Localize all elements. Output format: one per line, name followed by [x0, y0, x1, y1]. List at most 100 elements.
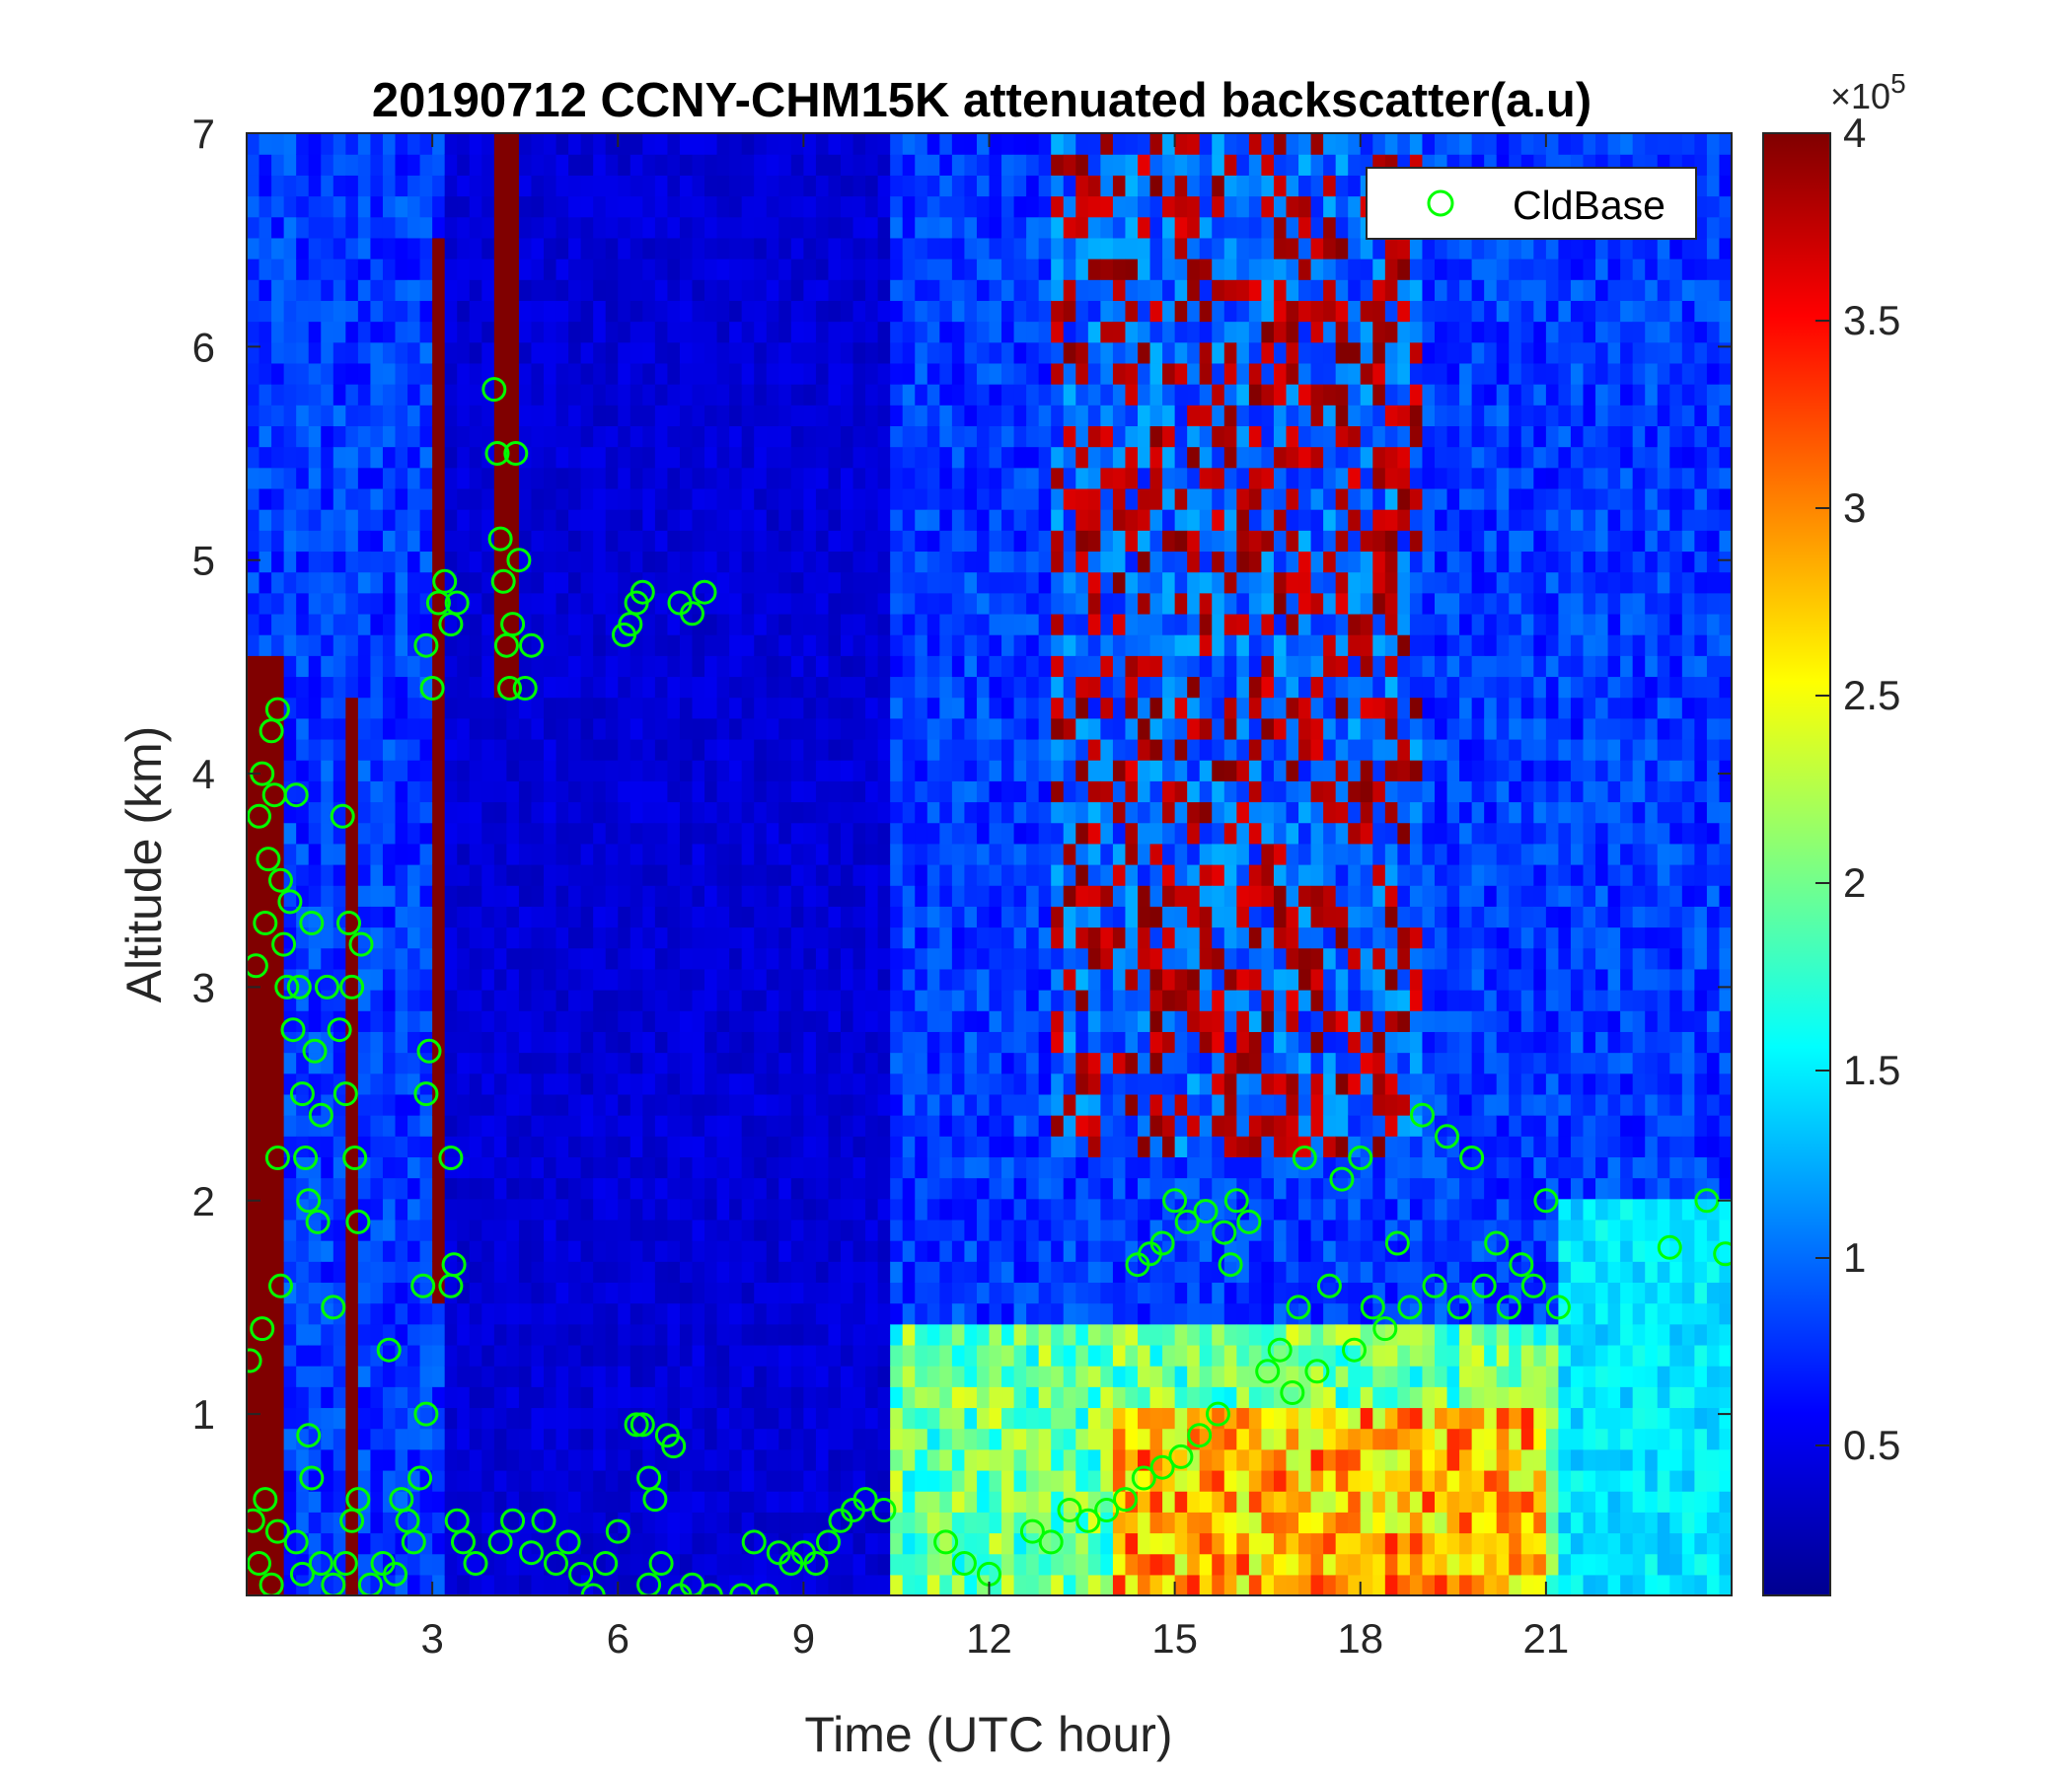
heatmap-cell [803, 1282, 817, 1304]
heatmap-cell [1063, 655, 1076, 678]
heatmap-cell [1087, 487, 1101, 510]
heatmap-cell [395, 1073, 408, 1095]
heatmap-cell [939, 1469, 953, 1492]
heatmap-cell [766, 133, 779, 155]
heatmap-cell [481, 1302, 495, 1325]
heatmap-cell [321, 906, 334, 928]
heatmap-cell [1051, 676, 1065, 699]
heatmap-cell [593, 1366, 607, 1387]
heatmap-cell [828, 634, 842, 656]
heatmap-cell [828, 1282, 842, 1304]
heatmap-cell [989, 195, 1002, 218]
heatmap-cell [778, 990, 792, 1011]
heatmap-cell [296, 1366, 310, 1387]
heatmap-cell [370, 1031, 384, 1054]
heatmap-cell [841, 1407, 854, 1430]
heatmap-cell [815, 1407, 830, 1430]
heatmap-cell [778, 1156, 792, 1179]
heatmap-cell [815, 634, 830, 656]
heatmap-cell [1087, 655, 1101, 678]
heatmap-cell [667, 1323, 681, 1346]
heatmap-cell [629, 738, 643, 761]
heatmap-cell [890, 1136, 904, 1157]
heatmap-cell [828, 1491, 842, 1513]
heatmap-cell [852, 175, 866, 197]
heatmap-cell [642, 1366, 656, 1387]
heatmap-cell [395, 1469, 408, 1492]
heatmap-cell [370, 926, 384, 949]
heatmap-cell [852, 1574, 866, 1595]
heatmap-cell [642, 384, 656, 406]
heatmap-cell [704, 906, 718, 928]
heatmap-cell [469, 1428, 482, 1450]
heatmap-cell [902, 133, 916, 155]
heatmap-cell [729, 487, 743, 510]
heatmap-cell [951, 906, 966, 928]
heatmap-cell [902, 1282, 916, 1304]
heatmap-cell [1026, 1407, 1040, 1430]
heatmap-cell [915, 634, 928, 656]
heatmap-cell [247, 1219, 260, 1241]
heatmap-cell [259, 1344, 272, 1367]
heatmap-cell [457, 864, 471, 886]
heatmap-cell [877, 384, 891, 406]
heatmap-cell [754, 1093, 768, 1116]
heatmap-cell [915, 1219, 928, 1241]
heatmap-cell [493, 1491, 507, 1513]
heatmap-cell [704, 1282, 718, 1304]
heatmap-cell [754, 1469, 768, 1492]
heatmap-cell [902, 676, 916, 699]
heatmap-cell [357, 154, 372, 176]
heatmap-cell [667, 1491, 681, 1513]
heatmap-cell [1112, 341, 1127, 364]
heatmap-cell [271, 1031, 285, 1054]
heatmap-cell [1087, 990, 1101, 1011]
heatmap-cell [951, 341, 966, 364]
heatmap-cell [580, 1532, 594, 1555]
heatmap-cell [493, 1031, 507, 1054]
heatmap-cell [1038, 1240, 1052, 1262]
heatmap-cell [951, 1428, 966, 1450]
heatmap-cell [877, 362, 891, 385]
heatmap-cell [1013, 655, 1027, 678]
heatmap-cell [481, 676, 495, 699]
heatmap-cell [531, 1156, 545, 1179]
heatmap-cell [902, 1031, 916, 1054]
heatmap-cell [457, 947, 471, 970]
heatmap-cell [754, 947, 768, 970]
heatmap-cell [741, 467, 755, 489]
heatmap-cell [493, 885, 507, 907]
heatmap-cell [1087, 384, 1101, 406]
heatmap-cell [555, 551, 569, 573]
heatmap-cell [1013, 467, 1027, 489]
heatmap-cell [432, 195, 446, 218]
heatmap-cell [382, 1532, 397, 1555]
heatmap-cell [692, 1512, 705, 1534]
heatmap-cell [716, 634, 730, 656]
heatmap-cell [828, 1156, 842, 1179]
heatmap-cell [457, 634, 471, 656]
heatmap-cell [247, 1386, 260, 1409]
heatmap-cell [518, 1491, 533, 1513]
heatmap-cell [283, 822, 297, 845]
heatmap-cell [951, 1512, 966, 1534]
heatmap-cell [790, 1282, 804, 1304]
heatmap-cell [419, 216, 433, 239]
heatmap-cell [580, 259, 594, 280]
heatmap-cell [395, 551, 408, 573]
heatmap-cell [1013, 1344, 1027, 1367]
heatmap-cell [890, 1052, 904, 1074]
heatmap-cell [1075, 1553, 1089, 1576]
heatmap-cell [778, 885, 792, 907]
heatmap-cell [716, 1010, 730, 1032]
heatmap-cell [407, 1115, 421, 1137]
heatmap-cell [568, 1512, 582, 1534]
heatmap-cell [1038, 1093, 1052, 1116]
heatmap-cell [407, 1386, 421, 1409]
heatmap-cell [457, 780, 471, 803]
heatmap-cell [580, 384, 594, 406]
heatmap-cell [902, 467, 916, 489]
heatmap-cell [247, 509, 260, 531]
heatmap-cell [1063, 1115, 1076, 1137]
heatmap-cell [618, 864, 631, 886]
